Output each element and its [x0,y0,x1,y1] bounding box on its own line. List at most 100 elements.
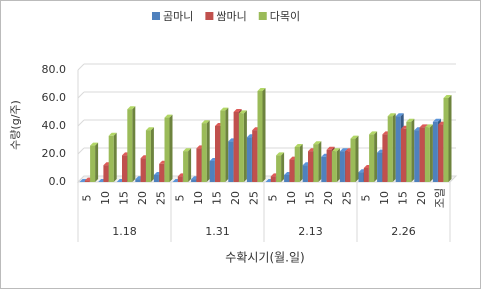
bar [369,131,378,182]
bar-front [284,175,290,182]
bar-front [246,137,252,182]
legend-label: 쌈마니 [216,10,246,23]
bar-front [326,149,332,182]
legend-swatch [258,12,267,20]
bar-side [336,148,340,182]
bar-front [363,168,369,182]
bar [313,141,322,182]
x-tick-label: 5 [173,195,186,202]
bar-front [145,130,151,182]
x-tick-label: 10 [378,191,391,205]
bar-top [406,118,415,122]
bar-front [84,180,90,182]
x-tick-label: 25 [155,191,168,205]
x-tick-label: 20 [415,191,428,205]
bar-front [103,165,109,182]
x-tick-label: 5 [80,195,93,202]
bar-front [215,126,220,182]
bar [108,132,117,182]
bar-top [164,114,173,118]
bar-side [95,142,99,182]
bar-top [201,120,210,124]
bar [79,179,88,182]
bar-top [395,113,404,117]
bar-top [419,124,428,128]
bar [145,127,154,182]
bar-side [262,88,266,182]
bar [201,120,210,182]
bar-front [220,110,226,182]
bar-front [228,141,234,182]
bar [220,107,229,182]
x-tick-label: 5 [359,195,372,202]
bar [276,152,285,182]
bar-front [233,112,239,182]
x-tick-label: 10 [285,191,298,205]
bar [406,118,415,182]
bar-front [159,163,165,182]
bar-front [196,148,202,182]
bar-front [294,147,300,182]
x-tick-label: 15 [397,191,410,205]
bar-front [377,152,383,182]
bar-side [243,110,247,182]
bar-top [79,179,88,182]
bar-front [177,176,183,182]
bar [183,148,192,182]
bar-front [252,130,258,182]
bar-front [438,124,444,182]
bar-front [382,134,388,182]
bar-front [321,156,327,182]
bar-top [331,148,340,152]
y-tick-label: 60.0 [42,91,67,104]
bar-top [108,132,117,136]
bar-front [395,116,401,182]
bar-front [90,145,96,182]
bar-side [448,95,452,182]
grid-line-side [77,119,85,127]
bar-front [276,155,282,182]
bar-side [113,132,117,182]
x-tick-label: 20 [136,191,149,205]
bar-side [169,114,173,182]
x-tick-label: 5 [266,195,279,202]
bar [164,114,173,182]
bar-front [238,113,244,182]
x-group-label: 2.26 [391,225,416,238]
bar-top [294,144,303,147]
x-tick-label: 15 [304,191,317,205]
bar-front [401,128,406,182]
bar-top [257,88,266,91]
bar-front [414,130,420,182]
x-group-label: 1.31 [205,225,230,238]
bar-top [238,110,247,114]
bar-side [429,124,433,182]
x-tick-label: 15 [211,191,224,205]
bar-front [289,159,295,182]
x-tick-label: 20 [229,191,242,205]
bar-front [153,175,159,182]
bar-front [432,121,438,182]
bar-front [308,151,313,182]
bar-front [201,123,207,182]
bar-side [392,113,396,182]
bar-top [443,95,452,98]
bar-side [411,118,415,182]
bar [443,95,452,182]
bar-front [424,127,430,182]
grid-line-side [77,147,85,155]
bar-front [302,165,308,182]
x-tick-label: 25 [248,191,261,205]
bar-side [150,127,154,182]
bar-top [276,152,285,156]
bar-side [132,106,136,182]
y-tick-label: 80.0 [42,63,67,76]
bar-front [127,109,133,182]
bar-front [183,151,189,182]
bar-top [313,141,322,145]
y-tick-label: 20.0 [42,147,67,160]
bar-front [369,134,375,182]
bar-side [225,107,229,182]
bar-side [206,120,210,182]
